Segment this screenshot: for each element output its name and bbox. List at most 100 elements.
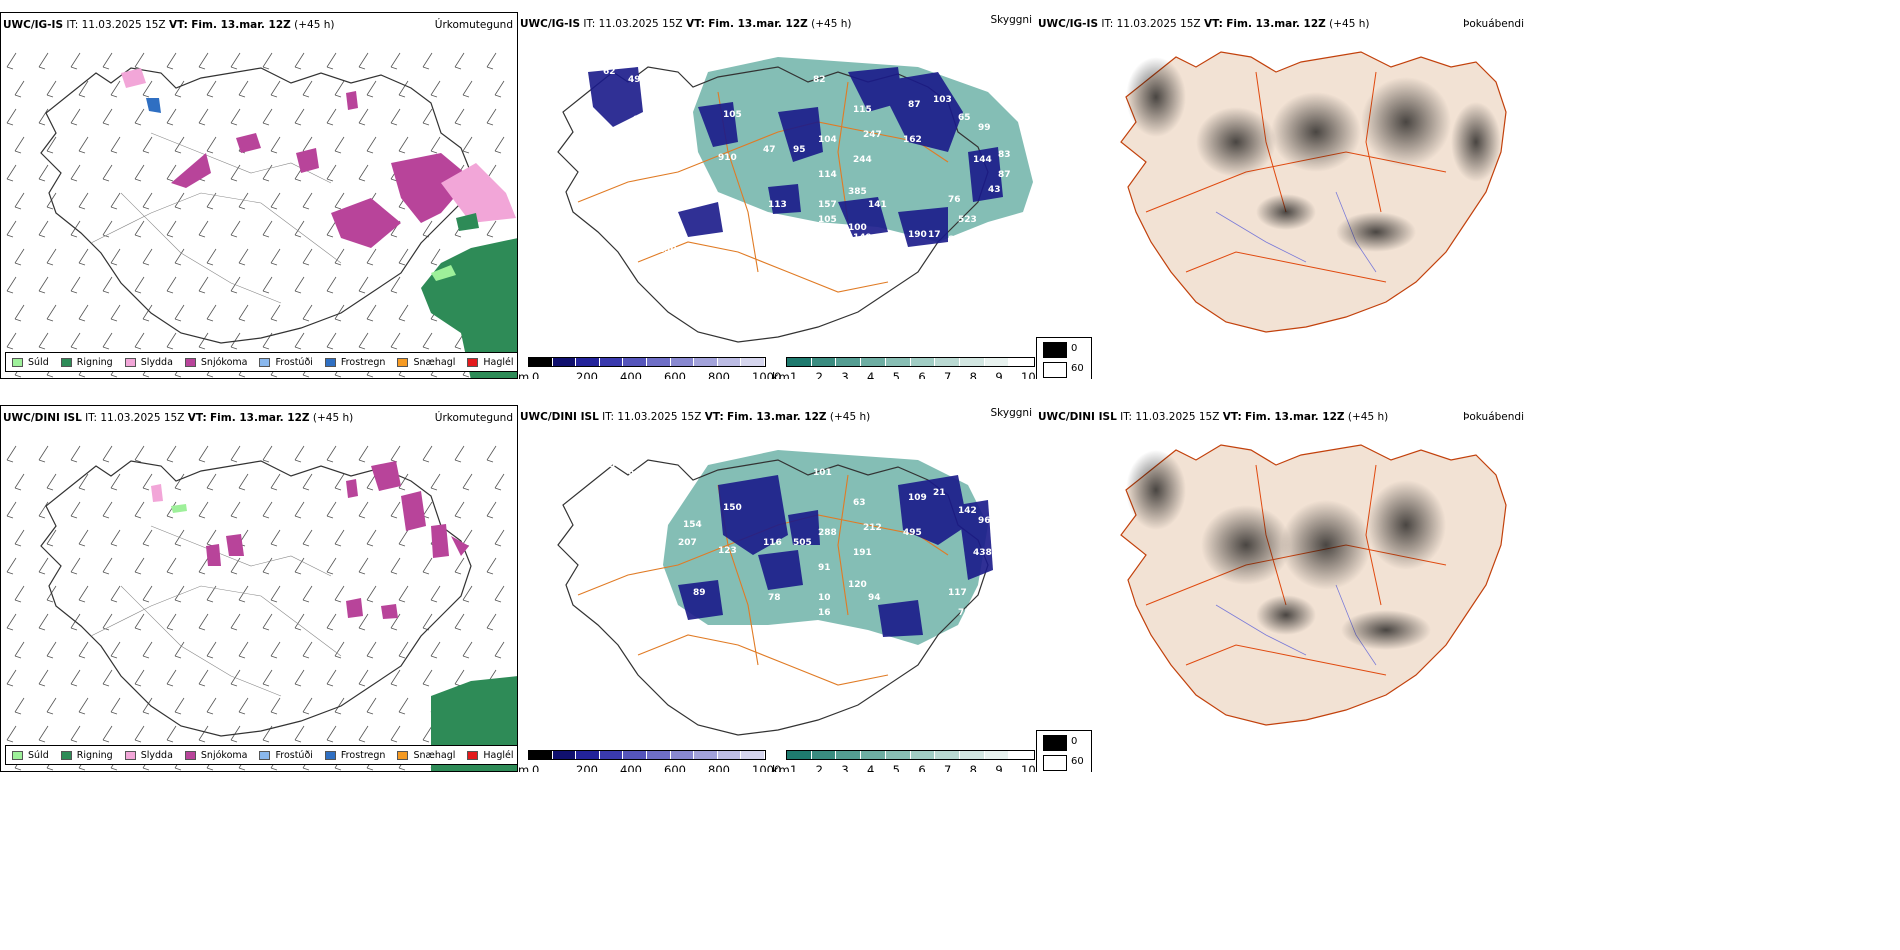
precip-map-top <box>6 52 517 378</box>
legend-item: Slydda <box>124 750 173 761</box>
wind-barb <box>102 669 113 687</box>
cloud-base-value: 116 <box>763 538 782 548</box>
colorbar-tick-label: 400 <box>620 763 642 772</box>
wind-barb <box>142 641 153 659</box>
wind-barb <box>230 220 241 238</box>
wind-barb <box>262 108 273 126</box>
wind-barb <box>430 585 441 603</box>
wind-barb <box>38 669 49 687</box>
wind-barb <box>6 220 17 238</box>
cloud-base-value: 207 <box>678 538 697 548</box>
wind-barb <box>6 725 17 743</box>
wind-barb <box>78 697 89 715</box>
colorbar-segment <box>959 751 985 759</box>
wind-barb <box>38 332 49 350</box>
wind-barb <box>174 529 185 547</box>
colorbar-tick-label: 7 <box>944 370 952 379</box>
wind-barb <box>326 220 337 238</box>
wind-barb <box>454 557 465 575</box>
cloud-base-value: 523 <box>958 215 977 225</box>
wind-barb <box>110 473 121 491</box>
wind-barb <box>38 725 49 743</box>
colorbar-tick-label: 2 <box>815 763 823 772</box>
cloud-base-value: 191 <box>853 548 872 558</box>
fog-panel-bottom: UWC/DINI ISL IT: 11.03.2025 15Z VT: Fim.… <box>1036 405 1528 772</box>
cloud-base-value: 244 <box>853 155 872 165</box>
wind-barb <box>230 332 241 350</box>
wind-barb <box>46 80 57 98</box>
colorbar-segment <box>529 358 553 366</box>
wind-barb <box>494 641 505 659</box>
cloud-base-value: 103 <box>933 95 952 105</box>
wind-barb <box>110 529 121 547</box>
wind-barb <box>486 501 497 519</box>
wind-barb <box>38 501 49 519</box>
cloud-base-value: 96 <box>978 516 991 526</box>
cloud-base-value: 505 <box>793 538 812 548</box>
legend-item: Snjókoma <box>184 357 247 368</box>
wind-barb <box>230 445 241 463</box>
wind-barb <box>38 52 49 70</box>
wind-barb <box>238 473 249 491</box>
wind-barb <box>134 669 145 687</box>
wind-barb <box>110 697 121 715</box>
cloud-base-value: 120 <box>848 580 867 590</box>
fog-legend-bottom: 0 60 <box>1036 730 1092 772</box>
colorbar-segment <box>935 751 960 759</box>
cloud-title: Skyggni <box>990 14 1033 26</box>
cloud-base-value: 75 <box>958 608 971 618</box>
wind-barb <box>166 613 177 631</box>
cloud-base-value: 76 <box>948 195 961 205</box>
wind-barb <box>102 276 113 294</box>
wind-barb <box>262 276 273 294</box>
wind-barb <box>174 585 185 603</box>
wind-barb <box>334 248 345 266</box>
legend-item: Snæhagl <box>397 750 455 761</box>
wind-barb <box>294 557 305 575</box>
colorbar-segment <box>623 358 647 366</box>
wind-barb <box>454 613 465 631</box>
wind-barb <box>174 697 185 715</box>
wind-barb <box>366 248 377 266</box>
legend-item: Haglél <box>467 750 514 761</box>
colorbar-segment <box>694 751 718 759</box>
wind-barb <box>326 108 337 126</box>
wind-barb <box>174 136 185 154</box>
cloud-base-value: 63 <box>853 498 866 508</box>
wind-barb <box>142 529 153 547</box>
wind-barb <box>14 529 25 547</box>
legend-item: Rigning <box>60 357 113 368</box>
wind-barb <box>366 697 377 715</box>
colorbar-tick-label: 200 <box>576 763 598 772</box>
wind-barb <box>326 445 337 463</box>
cloud-title: Skyggni <box>990 407 1033 419</box>
colorbar-tick-label: 5 <box>892 370 900 379</box>
wind-barb <box>110 585 121 603</box>
wind-barb <box>14 80 25 98</box>
colorbar-segment <box>885 358 911 366</box>
wind-barb <box>206 529 217 547</box>
wind-barb <box>462 641 473 659</box>
wind-barb <box>14 304 25 322</box>
colorbar-segment <box>935 358 960 366</box>
legend-swatch <box>60 357 72 367</box>
wind-barb <box>302 585 313 603</box>
colorbar-segment <box>1009 358 1035 366</box>
precip-type-panel-top: UWC/IG-IS IT: 11.03.2025 15Z VT: Fim. 13… <box>0 12 518 379</box>
fog-panel-top: UWC/IG-IS IT: 11.03.2025 15Z VT: Fim. 13… <box>1036 12 1528 379</box>
wind-barb <box>174 192 185 210</box>
wind-barb <box>238 248 249 266</box>
wind-barb <box>102 164 113 182</box>
wind-barb <box>358 557 369 575</box>
wind-barb <box>6 501 17 519</box>
wind-barb <box>198 613 209 631</box>
wind-barb <box>102 725 113 743</box>
precip-legend-bottom: Súld Rigning Slydda Snjókoma Frostúði Fr… <box>5 745 517 765</box>
wind-barb <box>398 585 409 603</box>
wind-barb <box>238 641 249 659</box>
wind-barb <box>174 641 185 659</box>
cloud-base-value: 83 <box>998 150 1011 160</box>
colorbar-tick-label: 9 <box>995 370 1003 379</box>
cloud-base-value: 99 <box>978 123 991 133</box>
wind-barb <box>294 52 305 70</box>
